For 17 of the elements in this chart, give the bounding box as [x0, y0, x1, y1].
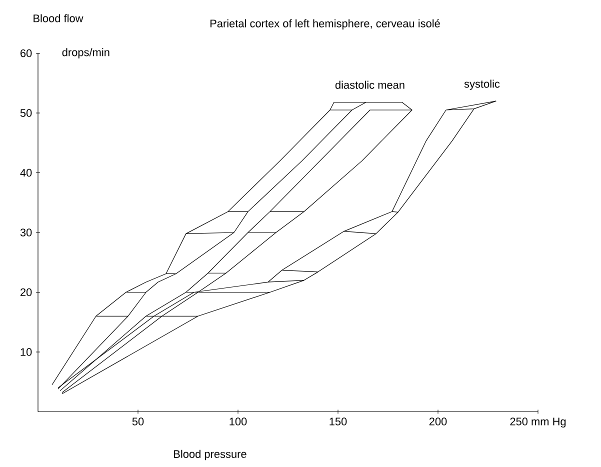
- y-tick-label: 50: [20, 109, 32, 117]
- x-tick-label: 100: [230, 418, 247, 426]
- chart-title: Parietal cortex of left hemisphere, cerveau isolé: [210, 19, 440, 30]
- y-axis-title: Blood flow: [34, 14, 84, 22]
- y-tick-label: 20: [20, 288, 32, 296]
- annotation: systolic: [464, 80, 500, 90]
- x-tick-label: 250 mm Hg: [510, 418, 566, 428]
- x-tick-label: 50: [132, 418, 144, 426]
- y-tick-label: 40: [20, 168, 32, 177]
- x-axis-title: Blood pressure: [174, 450, 246, 460]
- x-tick-label: 150: [330, 418, 347, 426]
- y-tick-label: 10: [20, 348, 32, 356]
- annotation: diastolic mean: [335, 80, 404, 89]
- annotation: drops/min: [62, 48, 110, 58]
- y-tick-label: 60: [20, 49, 32, 58]
- x-tick-label: 200: [429, 418, 447, 426]
- y-tick-label: 30: [20, 228, 32, 236]
